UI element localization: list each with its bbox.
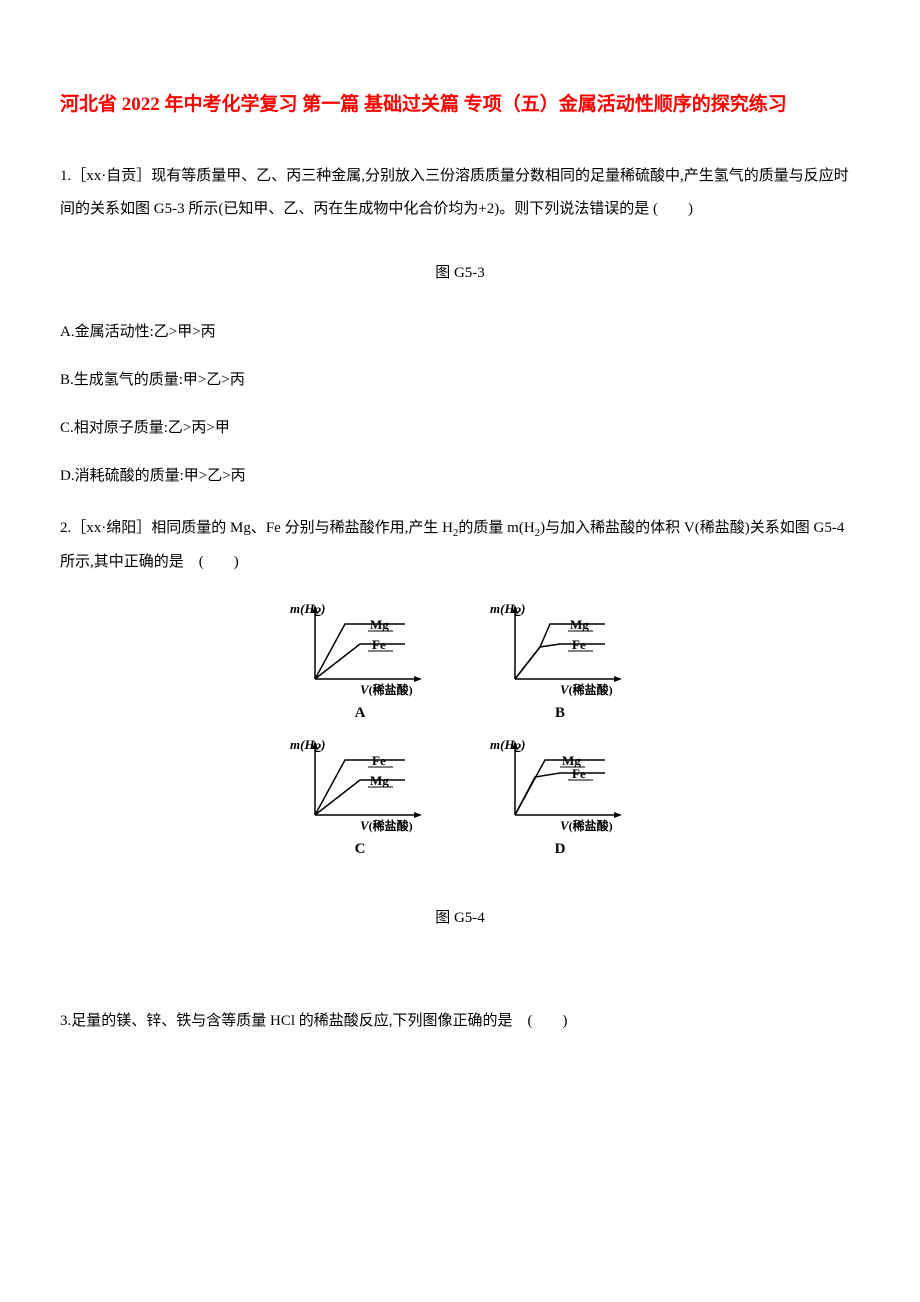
svg-text:Fe: Fe	[372, 637, 386, 652]
q1-text: 1.［xx·自贡］现有等质量甲、乙、丙三种金属,分别放入三份溶质质量分数相同的足…	[60, 160, 860, 226]
svg-text:V(稀盐酸): V(稀盐酸)	[560, 682, 613, 697]
q2-figure-caption: 图 G5-4	[60, 906, 860, 930]
svg-text:V(稀盐酸): V(稀盐酸)	[360, 818, 413, 833]
chart-c: Fe Mg m(H2) V(稀盐酸) C	[290, 735, 430, 861]
page-title: 河北省 2022 年中考化学复习 第一篇 基础过关篇 专项（五）金属活动性顺序的…	[60, 90, 860, 120]
q3-text: 3.足量的镁、锌、铁与含等质量 HCl 的稀盐酸反应,下列图像正确的是 ( )	[60, 1005, 860, 1038]
q1-option-c: C.相对原子质量:乙>丙>甲	[60, 416, 860, 440]
q1-option-a: A.金属活动性:乙>甲>丙	[60, 320, 860, 344]
svg-text:Mg: Mg	[370, 617, 389, 632]
svg-text:m(H2): m(H2)	[490, 737, 525, 755]
chart-row-2: Fe Mg m(H2) V(稀盐酸) C Mg Fe m(H2) V(稀盐酸)	[290, 735, 630, 861]
svg-text:m(H2): m(H2)	[290, 737, 325, 755]
svg-text:V(稀盐酸): V(稀盐酸)	[360, 682, 413, 697]
svg-text:m(H2): m(H2)	[290, 601, 325, 619]
svg-text:Mg: Mg	[570, 617, 589, 632]
svg-text:Fe: Fe	[572, 637, 586, 652]
svg-text:V(稀盐酸): V(稀盐酸)	[560, 818, 613, 833]
q2-charts: Mg Fe m(H2) V(稀盐酸) A Mg Fe m(H2) V(稀盐酸)	[60, 599, 860, 871]
svg-text:m(H2): m(H2)	[490, 601, 525, 619]
chart-b: Mg Fe m(H2) V(稀盐酸) B	[490, 599, 630, 725]
q1-option-d: D.消耗硫酸的质量:甲>乙>丙	[60, 464, 860, 488]
svg-text:Fe: Fe	[372, 753, 386, 768]
chart-a-label: A	[290, 701, 430, 725]
chart-b-label: B	[490, 701, 630, 725]
q1-figure-caption: 图 G5-3	[60, 261, 860, 285]
chart-row-1: Mg Fe m(H2) V(稀盐酸) A Mg Fe m(H2) V(稀盐酸)	[290, 599, 630, 725]
q1-option-b: B.生成氢气的质量:甲>乙>丙	[60, 368, 860, 392]
chart-c-label: C	[290, 837, 430, 861]
chart-d-label: D	[490, 837, 630, 861]
svg-text:Fe: Fe	[572, 766, 586, 781]
svg-text:Mg: Mg	[370, 773, 389, 788]
q2-text: 2.［xx·绵阳］相同质量的 Mg、Fe 分别与稀盐酸作用,产生 H2的质量 m…	[60, 512, 860, 578]
chart-d: Mg Fe m(H2) V(稀盐酸) D	[490, 735, 630, 861]
chart-a: Mg Fe m(H2) V(稀盐酸) A	[290, 599, 430, 725]
